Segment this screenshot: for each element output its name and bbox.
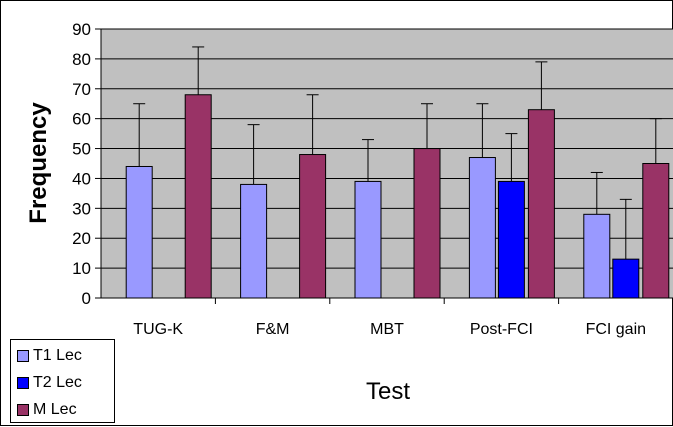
- y-tick-label-0: 0: [82, 289, 91, 308]
- bar-t1-lec-mbt: [354, 180, 382, 299]
- legend-swatch-m-lec: [17, 403, 29, 416]
- x-tick-label-post-fci: Post-FCI: [470, 321, 533, 338]
- chart-legend: T1 Lec T2 Lec M Lec: [10, 339, 115, 423]
- legend-item-t1-lec: T1 Lec: [17, 342, 114, 369]
- y-axis-title: Frequency: [25, 102, 52, 224]
- y-tick-label-10: 10: [72, 259, 91, 278]
- y-tick-label-60: 60: [72, 110, 91, 129]
- legend-label-t1-lec: T1 Lec: [33, 346, 82, 364]
- bar-t2-lec-post-fci: [497, 180, 525, 299]
- bar-t1-lec-fci-gain: [583, 213, 611, 299]
- y-tick-label-40: 40: [72, 169, 91, 188]
- legend-label-t2-lec: T2 Lec: [33, 373, 82, 391]
- y-tick-label-80: 80: [72, 50, 91, 69]
- x-tick-label-fci-gain: FCI gain: [586, 321, 646, 338]
- bar-t1-lec-post-fci: [468, 157, 496, 299]
- bar-m-lec-mbt: [413, 148, 441, 299]
- bar-t1-lec-f-m: [240, 183, 268, 299]
- legend-swatch-t2-lec: [17, 376, 29, 389]
- y-tick-label-70: 70: [72, 80, 91, 99]
- legend-item-t2-lec: T2 Lec: [17, 369, 114, 396]
- bar-m-lec-tug-k: [184, 94, 212, 299]
- bar-m-lec-post-fci: [527, 109, 555, 299]
- y-tick-label-50: 50: [72, 140, 91, 159]
- bar-t2-lec-fci-gain: [612, 258, 640, 299]
- legend-label-m-lec: M Lec: [33, 400, 77, 418]
- bar-m-lec-fci-gain: [642, 163, 670, 299]
- y-tick-label-30: 30: [72, 199, 91, 218]
- x-tick-label-mbt: MBT: [370, 321, 404, 338]
- x-tick-label-tug-k: TUG-K: [133, 321, 183, 338]
- legend-swatch-t1-lec: [17, 349, 29, 362]
- x-tick-label-f-m: F&M: [256, 321, 290, 338]
- legend-item-m-lec: M Lec: [17, 396, 114, 423]
- y-tick-label-20: 20: [72, 229, 91, 248]
- y-tick-label-90: 90: [72, 20, 91, 39]
- bar-m-lec-f-m: [299, 154, 327, 299]
- bar-t1-lec-tug-k: [125, 165, 153, 299]
- x-axis-title: Test: [366, 378, 410, 405]
